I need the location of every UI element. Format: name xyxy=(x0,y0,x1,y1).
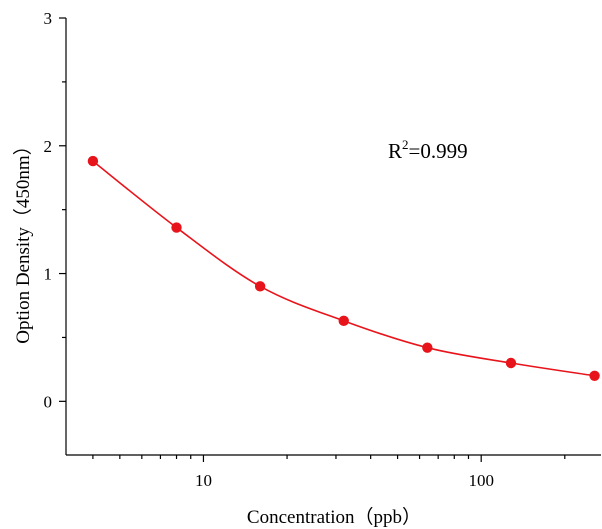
data-point xyxy=(505,357,517,369)
r2-annotation: R2=0.999 xyxy=(388,137,468,163)
x-tick-label: 100 xyxy=(468,471,494,490)
x-axis-title: Concentration（ppb） xyxy=(247,506,421,528)
fit-curve xyxy=(92,160,595,377)
y-tick-label: 1 xyxy=(44,265,53,284)
data-point xyxy=(254,281,266,292)
y-tick-label: 2 xyxy=(44,137,53,156)
r2-base: R xyxy=(388,139,402,163)
y-axis-title: Option Density（450nm） xyxy=(12,136,34,343)
tick-labels: 0 1 2 3 10 100 xyxy=(44,9,494,490)
axes xyxy=(65,18,601,456)
data-point xyxy=(171,222,182,233)
data-points xyxy=(87,155,600,381)
y-tick-label: 0 xyxy=(44,392,53,411)
data-point xyxy=(338,315,349,327)
r2-value: =0.999 xyxy=(409,139,468,163)
data-point xyxy=(87,155,99,167)
ticks xyxy=(59,17,566,462)
x-tick-label: 10 xyxy=(195,471,212,490)
data-point xyxy=(422,342,433,353)
y-tick-label: 3 xyxy=(44,9,53,28)
data-point xyxy=(589,370,600,381)
r2-superscript: 2 xyxy=(402,137,409,152)
